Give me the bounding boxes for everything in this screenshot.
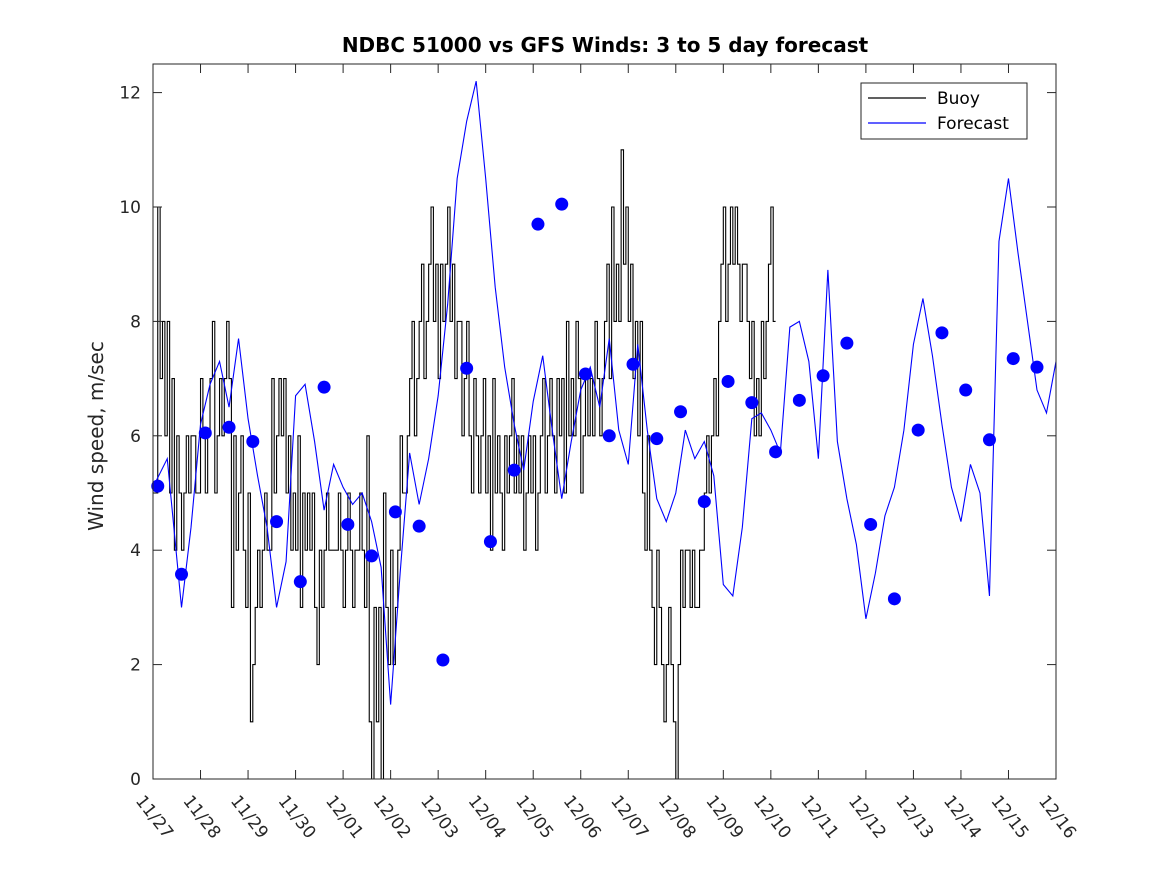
forecast-marker [483, 535, 497, 549]
forecast-marker [341, 517, 355, 531]
forecast-marker [507, 463, 521, 477]
forecast-marker [1006, 352, 1020, 366]
y-tick-label: 12 [119, 84, 141, 104]
forecast-marker [816, 369, 830, 383]
forecast-marker [436, 653, 450, 667]
forecast-marker [317, 380, 331, 394]
plot-frame [152, 63, 1057, 780]
forecast-marker [1030, 360, 1044, 374]
forecast-series-line [152, 81, 1057, 705]
forecast-marker [887, 592, 901, 606]
forecast-marker [769, 445, 783, 459]
forecast-marker [175, 567, 189, 581]
forecast-marker [674, 405, 688, 419]
legend: Buoy Forecast [860, 82, 1028, 140]
y-tick-label: 6 [130, 427, 141, 447]
forecast-marker [531, 217, 545, 231]
forecast-marker [840, 336, 854, 350]
forecast-marker [864, 517, 878, 531]
forecast-marker [555, 197, 569, 211]
forecast-marker [388, 505, 402, 519]
forecast-marker [198, 426, 212, 440]
y-tick-label: 2 [130, 656, 141, 676]
y-tick-label: 10 [119, 198, 141, 218]
forecast-marker [959, 383, 973, 397]
y-tick-label: 4 [130, 541, 141, 561]
forecast-marker [982, 433, 996, 447]
forecast-marker [792, 393, 806, 407]
chart-title: NDBC 51000 vs GFS Winds: 3 to 5 day fore… [342, 33, 869, 57]
buoy-series-line [153, 149, 776, 780]
forecast-marker [365, 549, 379, 563]
legend-forecast-label: Forecast [937, 114, 1009, 134]
forecast-marker [412, 519, 426, 533]
y-tick-label: 8 [130, 312, 141, 332]
forecast-marker [935, 326, 949, 340]
forecast-marker [293, 575, 307, 589]
forecast-marker [745, 396, 759, 410]
forecast-marker [270, 515, 284, 529]
y-tick-label: 0 [130, 770, 141, 790]
legend-box [860, 82, 1028, 140]
forecast-marker [151, 479, 165, 493]
forecast-marker [626, 357, 640, 371]
y-axis-ticks: 0 2 4 6 8 10 12 [119, 84, 1056, 790]
forecast-marker [246, 435, 260, 449]
forecast-marker [460, 361, 474, 375]
forecast-marker [911, 423, 925, 437]
forecast-marker [721, 374, 735, 388]
forecast-marker [578, 367, 592, 381]
forecast-marker [697, 495, 711, 509]
forecast-marker [650, 432, 664, 446]
forecast-marker [602, 429, 616, 443]
y-axis-label: Wind speed, m/sec [84, 341, 108, 531]
plot-area [151, 81, 1057, 780]
forecast-marker [222, 420, 236, 434]
legend-buoy-label: Buoy [937, 89, 980, 109]
